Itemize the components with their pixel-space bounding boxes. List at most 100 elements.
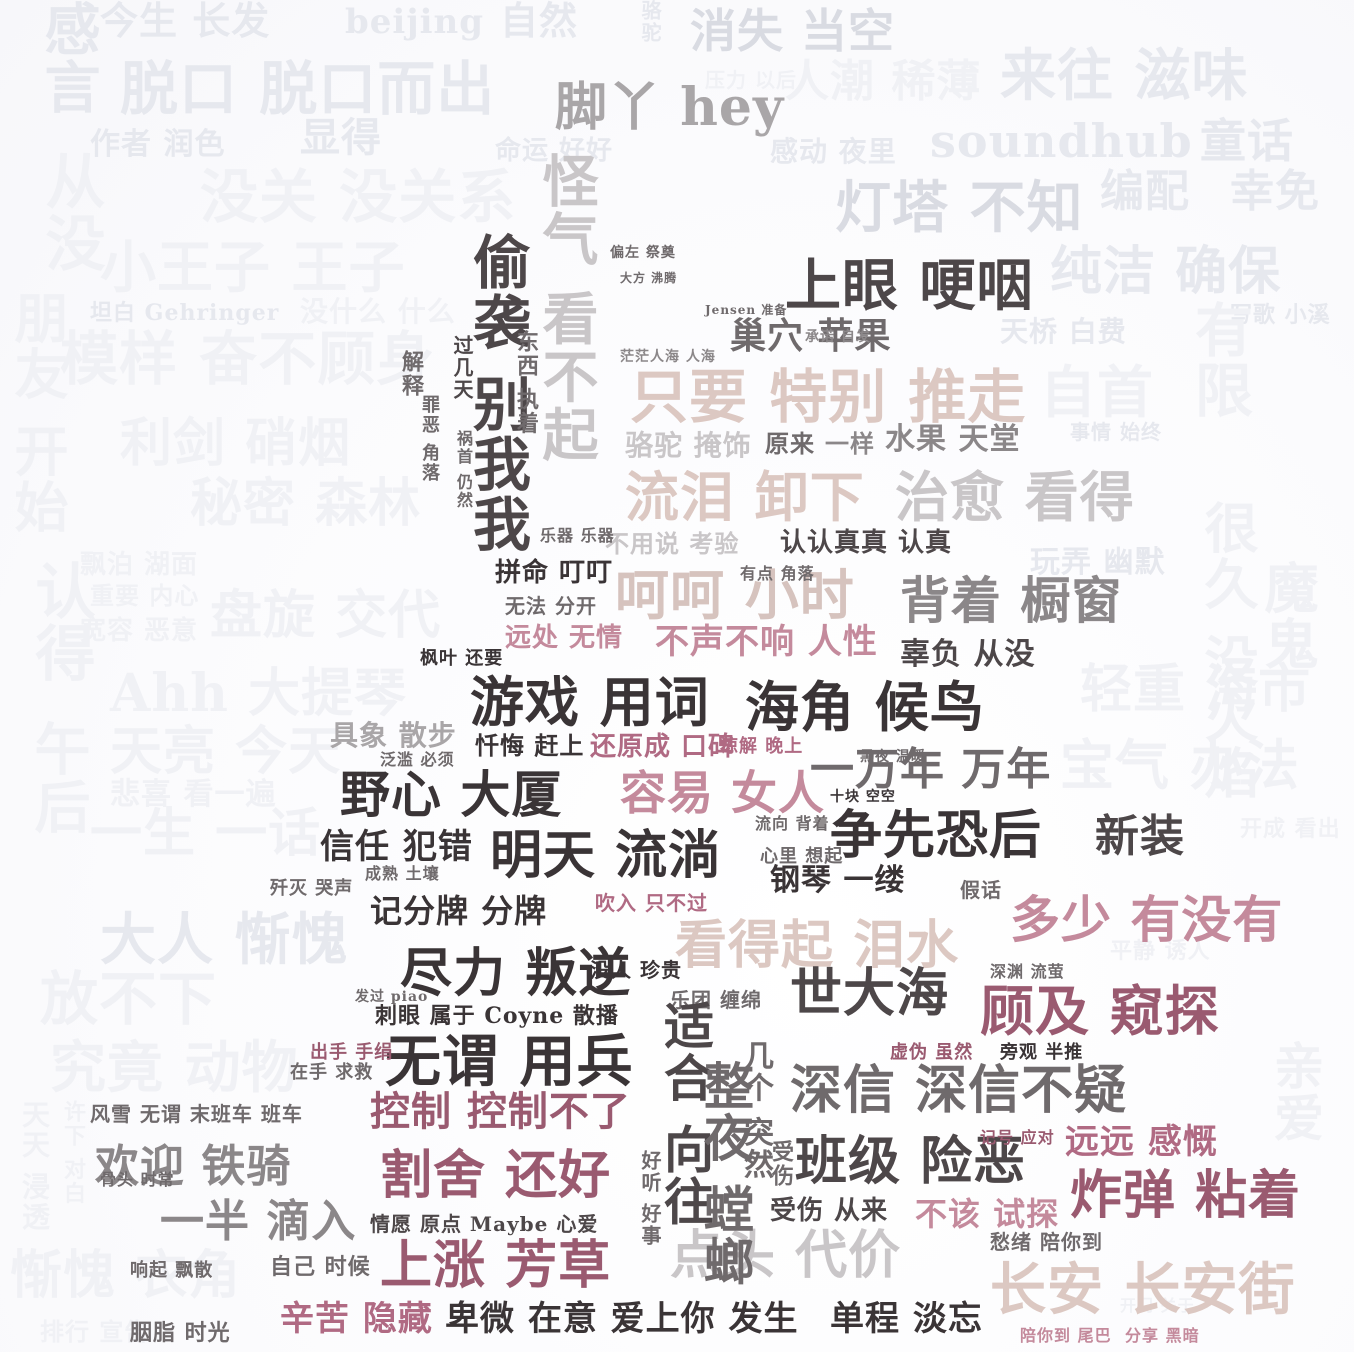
word: 远远 感慨 <box>1065 1122 1218 1162</box>
word: 远处 无情 <box>505 623 624 653</box>
word: 欢迎 铁骑 <box>95 1141 292 1192</box>
word: 受伤 从来 <box>770 1196 889 1226</box>
word: 轻重 海市 <box>1080 659 1312 720</box>
word: 承诺 自发 <box>805 329 871 345</box>
word: 感动 夜里 <box>770 135 897 168</box>
word: 拼命 叮叮 <box>495 558 614 588</box>
word: 没关 没关系 <box>200 163 517 231</box>
word: 陪你到 尾巴 <box>1020 1326 1112 1345</box>
word: 小王子 王子 <box>100 235 406 301</box>
word: 亲爱 <box>1266 1040 1325 1144</box>
word: 受伤 <box>768 1140 794 1188</box>
word: beijing <box>345 2 485 42</box>
word: 海角 候鸟 <box>745 675 985 739</box>
word: 偏左 祭奠 <box>610 245 676 261</box>
word: 罪恶 角落 <box>419 395 440 484</box>
word: 不该 试探 <box>915 1195 1060 1233</box>
word: 感言 <box>35 0 101 116</box>
word: 心里 想起 <box>760 846 844 867</box>
word: 无谓 用兵 <box>385 1029 634 1095</box>
word: 茫茫人海 人海 <box>620 349 716 365</box>
word: 自首 <box>1040 360 1154 426</box>
word: 十块 空空 <box>830 789 896 805</box>
word: 信任 犯错 <box>320 827 473 867</box>
word: 钢琴 一缕 <box>770 863 906 898</box>
word: 宝气 办法 <box>1060 733 1300 797</box>
word: 虚伪 虽然 <box>890 1042 974 1063</box>
word: 坦白 Gehringer <box>90 300 280 326</box>
word: 只要 特别 推走 <box>630 363 1027 431</box>
word: 世大海 <box>790 963 950 1024</box>
word: 呵呵 小时 <box>615 563 855 627</box>
word: 悲喜 看一遍 <box>110 777 277 812</box>
word: 究竟 动物 <box>50 1035 299 1101</box>
word: 认认真真 认真 <box>780 528 953 558</box>
word: 脱口 脱口而出 <box>120 55 496 123</box>
word: 模样 奋不顾身 <box>60 325 436 393</box>
word: 一万年 万年 <box>810 744 1052 795</box>
word: 班级 险恶 <box>795 1131 1027 1192</box>
word: 单程 淡忘 <box>830 1299 983 1339</box>
word: 一半 滴入 <box>160 1196 357 1247</box>
word: 假话 <box>960 878 1002 902</box>
word: 水果 天堂 <box>885 422 1021 457</box>
word: 愁绪 陪你到 <box>990 1230 1103 1254</box>
word: 流泪 卸下 <box>625 465 865 529</box>
word: 天亮 今天 <box>110 721 342 782</box>
word: 开成 看出 <box>1240 816 1341 842</box>
word: 枫叶 还要 <box>420 648 504 669</box>
word: 朋友 开始 <box>5 290 69 535</box>
word: 东西 执着 <box>513 330 539 436</box>
word: 割舍 还好 <box>380 1145 612 1206</box>
word: 解释 <box>398 350 424 398</box>
word: 发过 piao <box>355 989 429 1005</box>
word: 天天 浸透 <box>18 1100 51 1232</box>
word: 适合 向往 <box>656 1000 715 1228</box>
word: 原来 <box>765 429 815 458</box>
word: 认得 <box>25 560 95 684</box>
word: 自己 时候 <box>270 1254 371 1280</box>
word: soundhub <box>930 114 1193 168</box>
word: 整夜 螳螂 <box>696 1060 755 1288</box>
word: 今生 长发 <box>100 0 271 43</box>
word: 命运 好好 <box>495 136 614 166</box>
word: 来往 滋味 <box>1000 43 1249 109</box>
word: 卑微 在意 爱上你 发生 <box>445 1299 799 1339</box>
word: 分享 黑暗 <box>1125 1326 1200 1345</box>
word: 脚丫 hey <box>555 77 785 138</box>
word: Ahh 大提琴 <box>110 663 408 724</box>
word: 排行 宣告 <box>40 1317 150 1346</box>
word: 看得起 泪水 <box>675 915 960 976</box>
word: 具象 散步 <box>330 719 457 752</box>
word: 巢穴 苹果 <box>730 315 892 357</box>
word: 新装 <box>1095 811 1185 862</box>
word: 几个 突然 <box>738 1040 773 1181</box>
word: 上涨 芳草 <box>380 1235 612 1296</box>
word: 有限 <box>1185 300 1253 420</box>
word: 午后 <box>25 720 91 836</box>
word: 秘密 森林 <box>190 473 422 534</box>
word: 骆驼 <box>638 0 662 44</box>
word: 控制 控制不了 <box>370 1088 631 1135</box>
word: 骆驼 掩饰 <box>625 429 752 462</box>
word: 怪气 看不起 <box>533 152 599 464</box>
word: 胭脂 时光 <box>130 1320 231 1346</box>
word: 乐团 缠绵 <box>670 988 762 1012</box>
word: 尽力 叛逆 <box>400 943 632 1004</box>
word: 骨头 时常 <box>100 1170 175 1189</box>
word: 多少 有没有 <box>1010 890 1284 949</box>
word: 宽容 恶意 <box>80 616 199 646</box>
word: 背着 橱窗 <box>900 571 1123 630</box>
word: 玩弄 幽默 <box>1030 545 1166 580</box>
word: 泛滥 必须 <box>380 750 455 769</box>
word: 在手 求救 <box>290 1062 374 1083</box>
word: 一样 <box>825 429 875 458</box>
word: 响起 飘散 <box>130 1260 214 1281</box>
word: 飘泊 湖面 <box>80 550 199 580</box>
word: 偷袭 别我我 <box>463 232 531 555</box>
word: 不声不响 人性 <box>655 622 878 662</box>
word: 吹入 只不过 <box>595 891 708 915</box>
word: 童话 <box>1200 114 1294 168</box>
word: 顾及 窥探 <box>980 979 1220 1043</box>
